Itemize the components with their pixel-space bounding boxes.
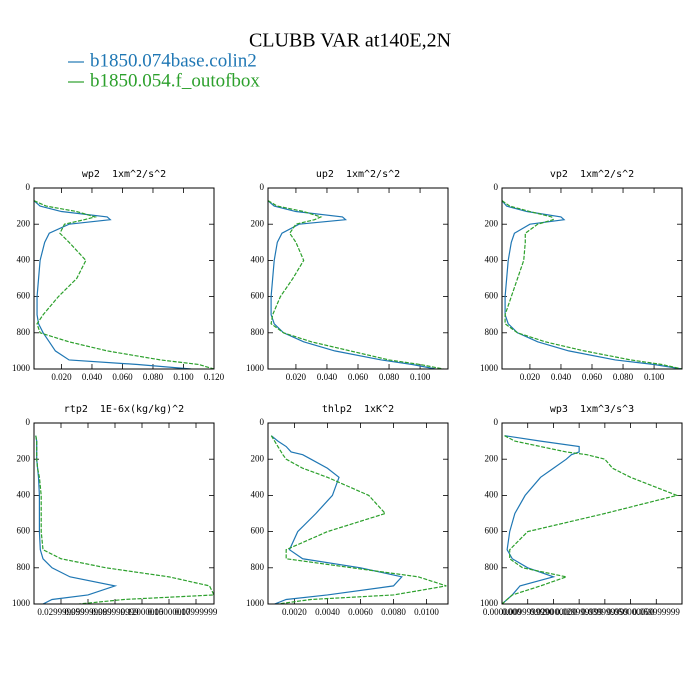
x-tick-label: 0.0000000 xyxy=(483,607,522,617)
x-tick-label: 0.060 xyxy=(112,372,133,382)
subplot-title: wp3 1xm^3/s^3 xyxy=(550,404,634,415)
plot-frame xyxy=(267,187,449,370)
x-tick-label: 0.029999999 xyxy=(37,607,85,617)
series-line xyxy=(270,435,447,604)
y-tick-label: 400 xyxy=(17,489,31,499)
series-line xyxy=(268,200,436,369)
x-tick-label: 0.100 xyxy=(410,372,431,382)
y-tick-label: 200 xyxy=(251,453,265,463)
x-tick-label: 0.039999999 xyxy=(581,607,629,617)
legend-label: b1850.054.f_outofbox xyxy=(90,70,260,91)
y-tick-label: 800 xyxy=(17,327,31,337)
series-line xyxy=(35,435,118,604)
series-line xyxy=(35,435,214,604)
x-tick-label: 0.0060 xyxy=(348,607,373,617)
figure-title: CLUBB VAR at140E,2N xyxy=(249,30,451,52)
legend-label: b1850.074base.colin2 xyxy=(90,50,257,71)
x-tick-label: 0.080 xyxy=(379,372,400,382)
series-line xyxy=(270,435,403,604)
x-tick-label: 0.089999999 xyxy=(91,607,139,617)
y-tick-label: 800 xyxy=(251,327,265,337)
x-tick-label: 0.0020 xyxy=(282,607,307,617)
x-tick-label: 0.059999999 xyxy=(633,607,681,617)
y-tick-label: 0 xyxy=(26,417,31,427)
y-tick-label: 0 xyxy=(494,182,499,192)
y-tick-label: 600 xyxy=(485,291,499,301)
plot-frame xyxy=(267,422,449,605)
subplot-title: wp2 1xm^2/s^2 xyxy=(82,169,166,180)
x-tick-label: 0.020 xyxy=(286,372,307,382)
series-line xyxy=(268,200,444,369)
y-tick-label: 1000 xyxy=(12,363,31,373)
x-tick-label: 0.0040 xyxy=(315,607,340,617)
y-tick-label: 0 xyxy=(494,417,499,427)
x-tick-label: 0.040 xyxy=(82,372,103,382)
subplot-title: vp2 1xm^2/s^2 xyxy=(550,169,634,180)
x-tick-label: 0.040 xyxy=(317,372,338,382)
series-line xyxy=(34,200,192,369)
y-tick-label: 800 xyxy=(485,327,499,337)
x-tick-label: 0.100 xyxy=(173,372,194,382)
y-tick-label: 1000 xyxy=(480,598,499,608)
y-tick-label: 0 xyxy=(26,182,31,192)
x-tick-label: 0.059999999 xyxy=(64,607,112,617)
series-line xyxy=(34,200,214,369)
plot-frame xyxy=(33,187,215,370)
x-tick-label: 0.029999999 xyxy=(556,607,604,617)
x-tick-label: 0.060 xyxy=(582,372,603,382)
x-tick-label: 0.100 xyxy=(644,372,665,382)
y-tick-label: 800 xyxy=(485,562,499,572)
series-line xyxy=(502,435,679,604)
y-tick-label: 1000 xyxy=(480,363,499,373)
y-tick-label: 400 xyxy=(485,489,499,499)
y-tick-label: 0 xyxy=(260,182,265,192)
x-tick-label: 0.080 xyxy=(613,372,634,382)
y-tick-label: 600 xyxy=(251,526,265,536)
y-tick-label: 200 xyxy=(251,218,265,228)
y-tick-label: 800 xyxy=(17,562,31,572)
subplot-title: up2 1xm^2/s^2 xyxy=(316,169,400,180)
y-tick-label: 1000 xyxy=(246,363,265,373)
y-tick-label: 0 xyxy=(260,417,265,427)
x-tick-label: 0.15000000 xyxy=(148,607,191,617)
y-tick-label: 800 xyxy=(251,562,265,572)
subplot-title: thlp2 1xK^2 xyxy=(322,404,394,415)
x-tick-label: 0.020 xyxy=(520,372,541,382)
y-tick-label: 600 xyxy=(17,526,31,536)
y-tick-label: 200 xyxy=(17,453,31,463)
y-tick-label: 400 xyxy=(251,254,265,264)
x-tick-label: 0.080 xyxy=(143,372,164,382)
y-tick-label: 400 xyxy=(485,254,499,264)
x-tick-label: 0.050000000 xyxy=(607,607,655,617)
x-tick-label: 0.17999999 xyxy=(175,607,218,617)
plot-frame xyxy=(501,187,683,370)
x-tick-label: 0.0080 xyxy=(381,607,406,617)
y-tick-label: 600 xyxy=(485,526,499,536)
subplot-title: rtp2 1E-6x(kg/kg)^2 xyxy=(64,404,184,415)
series-line xyxy=(502,200,682,369)
x-tick-label: 0.120 xyxy=(204,372,225,382)
plot-frame xyxy=(33,422,215,605)
y-tick-label: 200 xyxy=(485,218,499,228)
x-tick-label: 0.0100 xyxy=(414,607,439,617)
y-tick-label: 200 xyxy=(485,453,499,463)
series-line xyxy=(502,435,580,604)
x-tick-label: 0.12000000 xyxy=(121,607,164,617)
plot-frame xyxy=(501,422,683,605)
y-tick-label: 400 xyxy=(251,489,265,499)
x-tick-label: 0.040 xyxy=(551,372,572,382)
y-tick-label: 600 xyxy=(17,291,31,301)
y-tick-label: 1000 xyxy=(12,598,31,608)
y-tick-label: 200 xyxy=(17,218,31,228)
x-tick-label: 0.0099999990 xyxy=(502,607,554,617)
x-tick-label: 0.060 xyxy=(348,372,369,382)
y-tick-label: 600 xyxy=(251,291,265,301)
y-tick-label: 400 xyxy=(17,254,31,264)
x-tick-label: 0.020 xyxy=(51,372,72,382)
x-tick-label: 0.020000000 xyxy=(530,607,578,617)
y-tick-label: 1000 xyxy=(246,598,265,608)
series-line xyxy=(502,200,682,369)
